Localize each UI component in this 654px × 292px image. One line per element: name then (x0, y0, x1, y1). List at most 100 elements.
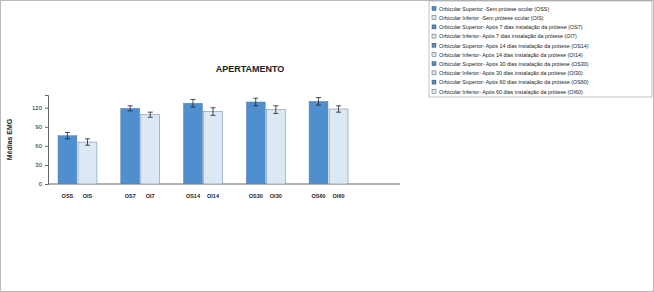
y-axis-line (45, 96, 49, 185)
y-axis: 0 30 60 90 120 (32, 96, 49, 188)
bar (204, 112, 223, 184)
error-bar (128, 106, 133, 111)
error-cap (211, 115, 216, 116)
legend-swatch (432, 62, 436, 66)
legend-label: Orbicular Superior- Após 30 dias instala… (439, 61, 589, 67)
legend-swatch (432, 25, 436, 29)
y-tick: 90 (35, 124, 48, 130)
error-cap (128, 105, 133, 106)
y-tick-label: 60 (35, 143, 42, 149)
bar (246, 102, 265, 184)
bar (78, 142, 97, 184)
error-bar (148, 112, 153, 117)
chart: APERTAMENTOMédias EMG0306090120OSSOISOS7… (0, 0, 654, 292)
bars (58, 98, 348, 184)
error-stem (213, 108, 214, 116)
legend-swatch (432, 16, 436, 20)
error-stem (87, 139, 88, 145)
y-tick: 120 (32, 105, 48, 111)
bar (141, 115, 160, 184)
y-axis-title: Médias EMG (6, 118, 13, 160)
error-cap (253, 105, 258, 106)
x-tick-label: OSS (62, 193, 74, 199)
y-tick-mark (45, 146, 48, 147)
x-tick-label: OS30 (249, 193, 263, 199)
error-cap (316, 105, 321, 106)
x-tick-label: OI30 (270, 193, 282, 199)
legend-label: Orbicular Inferior- Após 14 dias instala… (439, 52, 583, 58)
legend-swatch (432, 89, 436, 93)
error-cap (316, 97, 321, 98)
x-tick-label: OI7 (146, 193, 155, 199)
error-bar (85, 139, 90, 145)
error-cap (128, 110, 133, 111)
y-tick: 30 (35, 162, 48, 168)
legend-label: Orbicular Superior- Após 60 dias instala… (439, 79, 589, 85)
error-cap (336, 105, 341, 106)
error-cap (85, 138, 90, 139)
y-tick-label: 90 (35, 124, 42, 130)
error-cap (253, 98, 258, 99)
legend-swatch (432, 71, 436, 75)
error-bar (273, 106, 278, 114)
y-tick: 60 (35, 143, 48, 149)
error-stem (318, 98, 319, 106)
y-tick-mark (45, 165, 48, 166)
error-cap (148, 117, 153, 118)
error-cap (85, 145, 90, 146)
error-bar (336, 106, 341, 112)
legend-swatch (432, 43, 436, 47)
y-tick-label: 0 (39, 181, 43, 187)
error-cap (190, 107, 195, 108)
legend-label: Orbicular Inferior- Após 7 dias instalaç… (439, 33, 577, 39)
x-tick-label: OI14 (207, 193, 220, 199)
y-tick-label: 30 (35, 162, 42, 168)
legend-label: Orbicular Superior- Após 7 dias instalaç… (439, 24, 583, 30)
bar (184, 103, 203, 184)
x-tick-label: OS7 (125, 193, 136, 199)
y-tick-mark (45, 184, 48, 185)
legend-box (429, 1, 652, 97)
bar (309, 101, 328, 184)
error-cap (65, 138, 70, 139)
legend-label: Orbicular Superior -Sem prótese ocular (… (439, 6, 549, 12)
y-tick-mark (45, 108, 48, 109)
legend-label: Orbicular Superior- Após 14 dias instala… (439, 43, 589, 49)
x-tick-label: OI60 (333, 193, 345, 199)
error-stem (67, 133, 68, 139)
bar (329, 109, 348, 184)
legend-label: Orbicular Inferior- Após 30 dias instala… (439, 70, 583, 76)
error-cap (190, 99, 195, 100)
error-bar (190, 99, 195, 107)
frame (1, 1, 654, 292)
legend-label: Orbicular Inferior -Sem prótese ocular (… (439, 15, 544, 21)
x-tick-label: OS14 (186, 193, 201, 199)
error-stem (338, 106, 339, 112)
error-stem (150, 112, 151, 117)
title: APERTAMENTO (216, 64, 285, 74)
y-tick-label: 120 (32, 105, 43, 111)
legend-swatch (432, 53, 436, 57)
error-bar (65, 133, 70, 139)
error-cap (273, 113, 278, 114)
error-bar (253, 98, 258, 106)
legend-swatch (432, 34, 436, 38)
y-tick-mark (45, 127, 48, 128)
error-stem (255, 98, 256, 106)
error-stem (130, 106, 131, 111)
error-bar (316, 98, 321, 106)
x-tick-label: OS60 (311, 193, 325, 199)
bar (121, 108, 140, 184)
error-stem (275, 106, 276, 114)
error-cap (65, 132, 70, 133)
y-tick: 0 (39, 181, 48, 187)
legend-label: Orbicular Inferior- Após 60 dias instala… (439, 89, 583, 95)
error-cap (211, 107, 216, 108)
error-cap (148, 112, 153, 113)
error-cap (336, 112, 341, 113)
error-cap (273, 105, 278, 106)
legend-swatch (432, 7, 436, 11)
bar (58, 136, 77, 184)
legend-swatch (432, 80, 436, 84)
error-stem (192, 99, 193, 107)
